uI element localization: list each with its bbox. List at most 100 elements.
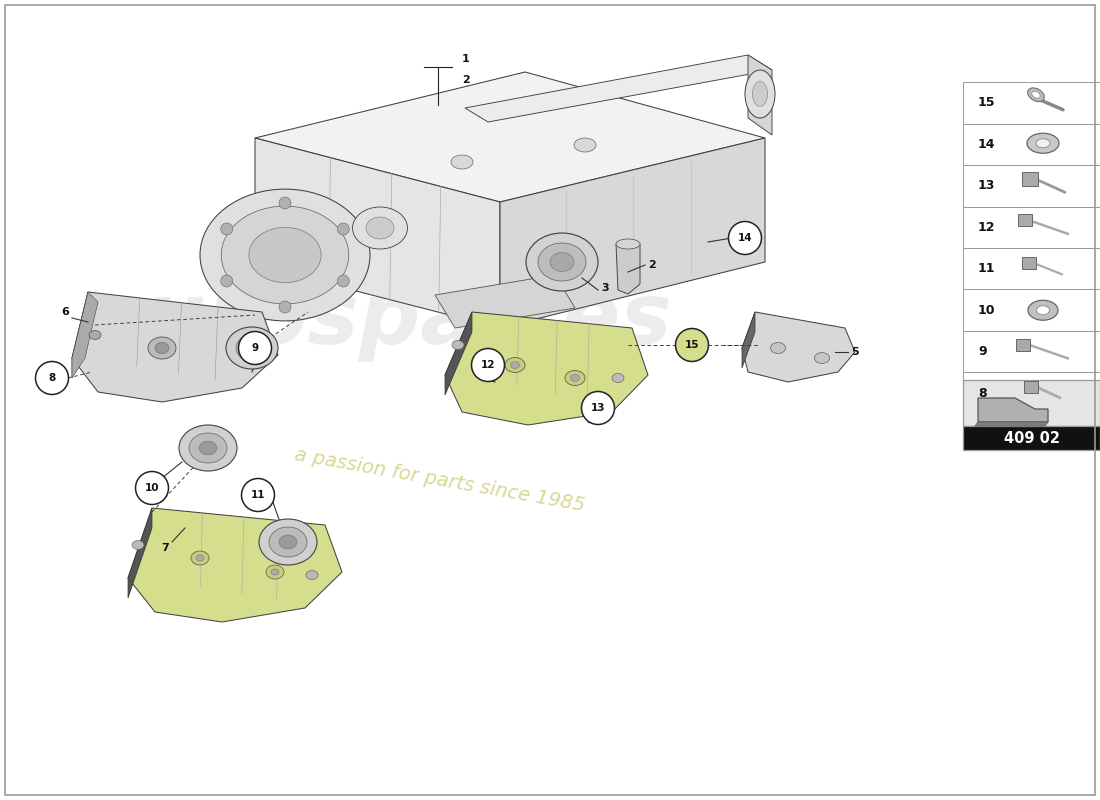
Text: 13: 13 xyxy=(978,179,996,192)
FancyBboxPatch shape xyxy=(962,373,1100,414)
Ellipse shape xyxy=(189,433,227,463)
Circle shape xyxy=(135,471,168,505)
FancyBboxPatch shape xyxy=(962,248,1100,290)
Text: 11: 11 xyxy=(251,490,265,500)
FancyBboxPatch shape xyxy=(1016,338,1030,350)
Polygon shape xyxy=(128,508,342,622)
Polygon shape xyxy=(742,312,855,382)
Text: 8: 8 xyxy=(978,386,987,400)
Ellipse shape xyxy=(352,207,407,249)
FancyBboxPatch shape xyxy=(962,290,1100,331)
Ellipse shape xyxy=(770,342,785,354)
FancyBboxPatch shape xyxy=(1024,382,1038,394)
Text: a passion for parts since 1985: a passion for parts since 1985 xyxy=(294,445,586,515)
Polygon shape xyxy=(500,138,764,328)
Text: 1: 1 xyxy=(462,54,470,64)
FancyBboxPatch shape xyxy=(962,426,1100,450)
Ellipse shape xyxy=(244,342,260,354)
Ellipse shape xyxy=(132,541,144,550)
Circle shape xyxy=(242,478,275,511)
Text: 5: 5 xyxy=(851,347,859,357)
Text: 409 02: 409 02 xyxy=(1003,430,1059,446)
Ellipse shape xyxy=(1027,134,1059,154)
FancyBboxPatch shape xyxy=(1022,257,1036,269)
Text: 9: 9 xyxy=(978,346,987,358)
Circle shape xyxy=(239,331,272,365)
Text: 2: 2 xyxy=(462,75,470,85)
Ellipse shape xyxy=(565,370,585,386)
Polygon shape xyxy=(978,398,1048,422)
Circle shape xyxy=(221,275,233,287)
Text: eurospartes: eurospartes xyxy=(87,278,673,362)
Text: 2: 2 xyxy=(648,260,656,270)
Ellipse shape xyxy=(271,569,279,575)
Polygon shape xyxy=(434,275,575,328)
Circle shape xyxy=(675,329,708,362)
Ellipse shape xyxy=(279,535,297,549)
Ellipse shape xyxy=(1036,138,1050,148)
Ellipse shape xyxy=(306,570,318,579)
Text: 10: 10 xyxy=(145,483,160,493)
FancyBboxPatch shape xyxy=(962,123,1100,165)
Ellipse shape xyxy=(191,551,209,565)
Circle shape xyxy=(338,275,350,287)
Ellipse shape xyxy=(1028,300,1058,320)
Ellipse shape xyxy=(814,353,829,363)
Ellipse shape xyxy=(196,555,204,561)
Polygon shape xyxy=(975,422,1048,426)
Ellipse shape xyxy=(249,227,321,282)
Polygon shape xyxy=(616,244,640,294)
Circle shape xyxy=(338,223,350,235)
Ellipse shape xyxy=(1027,88,1044,102)
Polygon shape xyxy=(72,292,98,378)
FancyBboxPatch shape xyxy=(962,165,1100,206)
Polygon shape xyxy=(742,312,755,368)
Circle shape xyxy=(35,362,68,394)
Text: 12: 12 xyxy=(481,360,495,370)
Ellipse shape xyxy=(89,330,101,339)
Ellipse shape xyxy=(538,243,586,281)
Text: 3: 3 xyxy=(602,283,608,293)
Text: 9: 9 xyxy=(252,343,258,353)
Ellipse shape xyxy=(752,82,768,106)
Polygon shape xyxy=(446,312,648,425)
Ellipse shape xyxy=(155,342,169,354)
Circle shape xyxy=(279,301,292,313)
Polygon shape xyxy=(255,72,764,202)
Polygon shape xyxy=(72,292,88,378)
Polygon shape xyxy=(748,55,772,135)
Ellipse shape xyxy=(1036,306,1049,314)
FancyBboxPatch shape xyxy=(962,206,1100,248)
Text: 14: 14 xyxy=(978,138,996,150)
Ellipse shape xyxy=(550,253,574,271)
Text: 15: 15 xyxy=(978,96,996,110)
Ellipse shape xyxy=(745,70,776,118)
Polygon shape xyxy=(255,138,500,328)
Ellipse shape xyxy=(574,138,596,152)
Circle shape xyxy=(279,197,292,209)
FancyBboxPatch shape xyxy=(1022,172,1038,186)
Circle shape xyxy=(728,222,761,254)
FancyBboxPatch shape xyxy=(962,381,1100,426)
FancyBboxPatch shape xyxy=(962,82,1100,123)
Ellipse shape xyxy=(526,233,598,291)
Ellipse shape xyxy=(200,189,370,321)
Ellipse shape xyxy=(451,155,473,169)
Ellipse shape xyxy=(199,441,217,455)
Ellipse shape xyxy=(239,354,251,362)
Ellipse shape xyxy=(258,519,317,565)
Ellipse shape xyxy=(221,206,349,304)
Polygon shape xyxy=(128,508,152,598)
Ellipse shape xyxy=(571,374,580,382)
Ellipse shape xyxy=(612,374,624,382)
FancyBboxPatch shape xyxy=(962,331,1100,373)
Ellipse shape xyxy=(266,565,284,579)
Circle shape xyxy=(472,349,505,382)
Ellipse shape xyxy=(366,217,394,239)
Text: 6: 6 xyxy=(62,307,69,317)
Ellipse shape xyxy=(148,337,176,359)
Ellipse shape xyxy=(270,527,307,557)
Circle shape xyxy=(582,391,615,425)
Text: 13: 13 xyxy=(591,403,605,413)
Ellipse shape xyxy=(616,239,640,249)
